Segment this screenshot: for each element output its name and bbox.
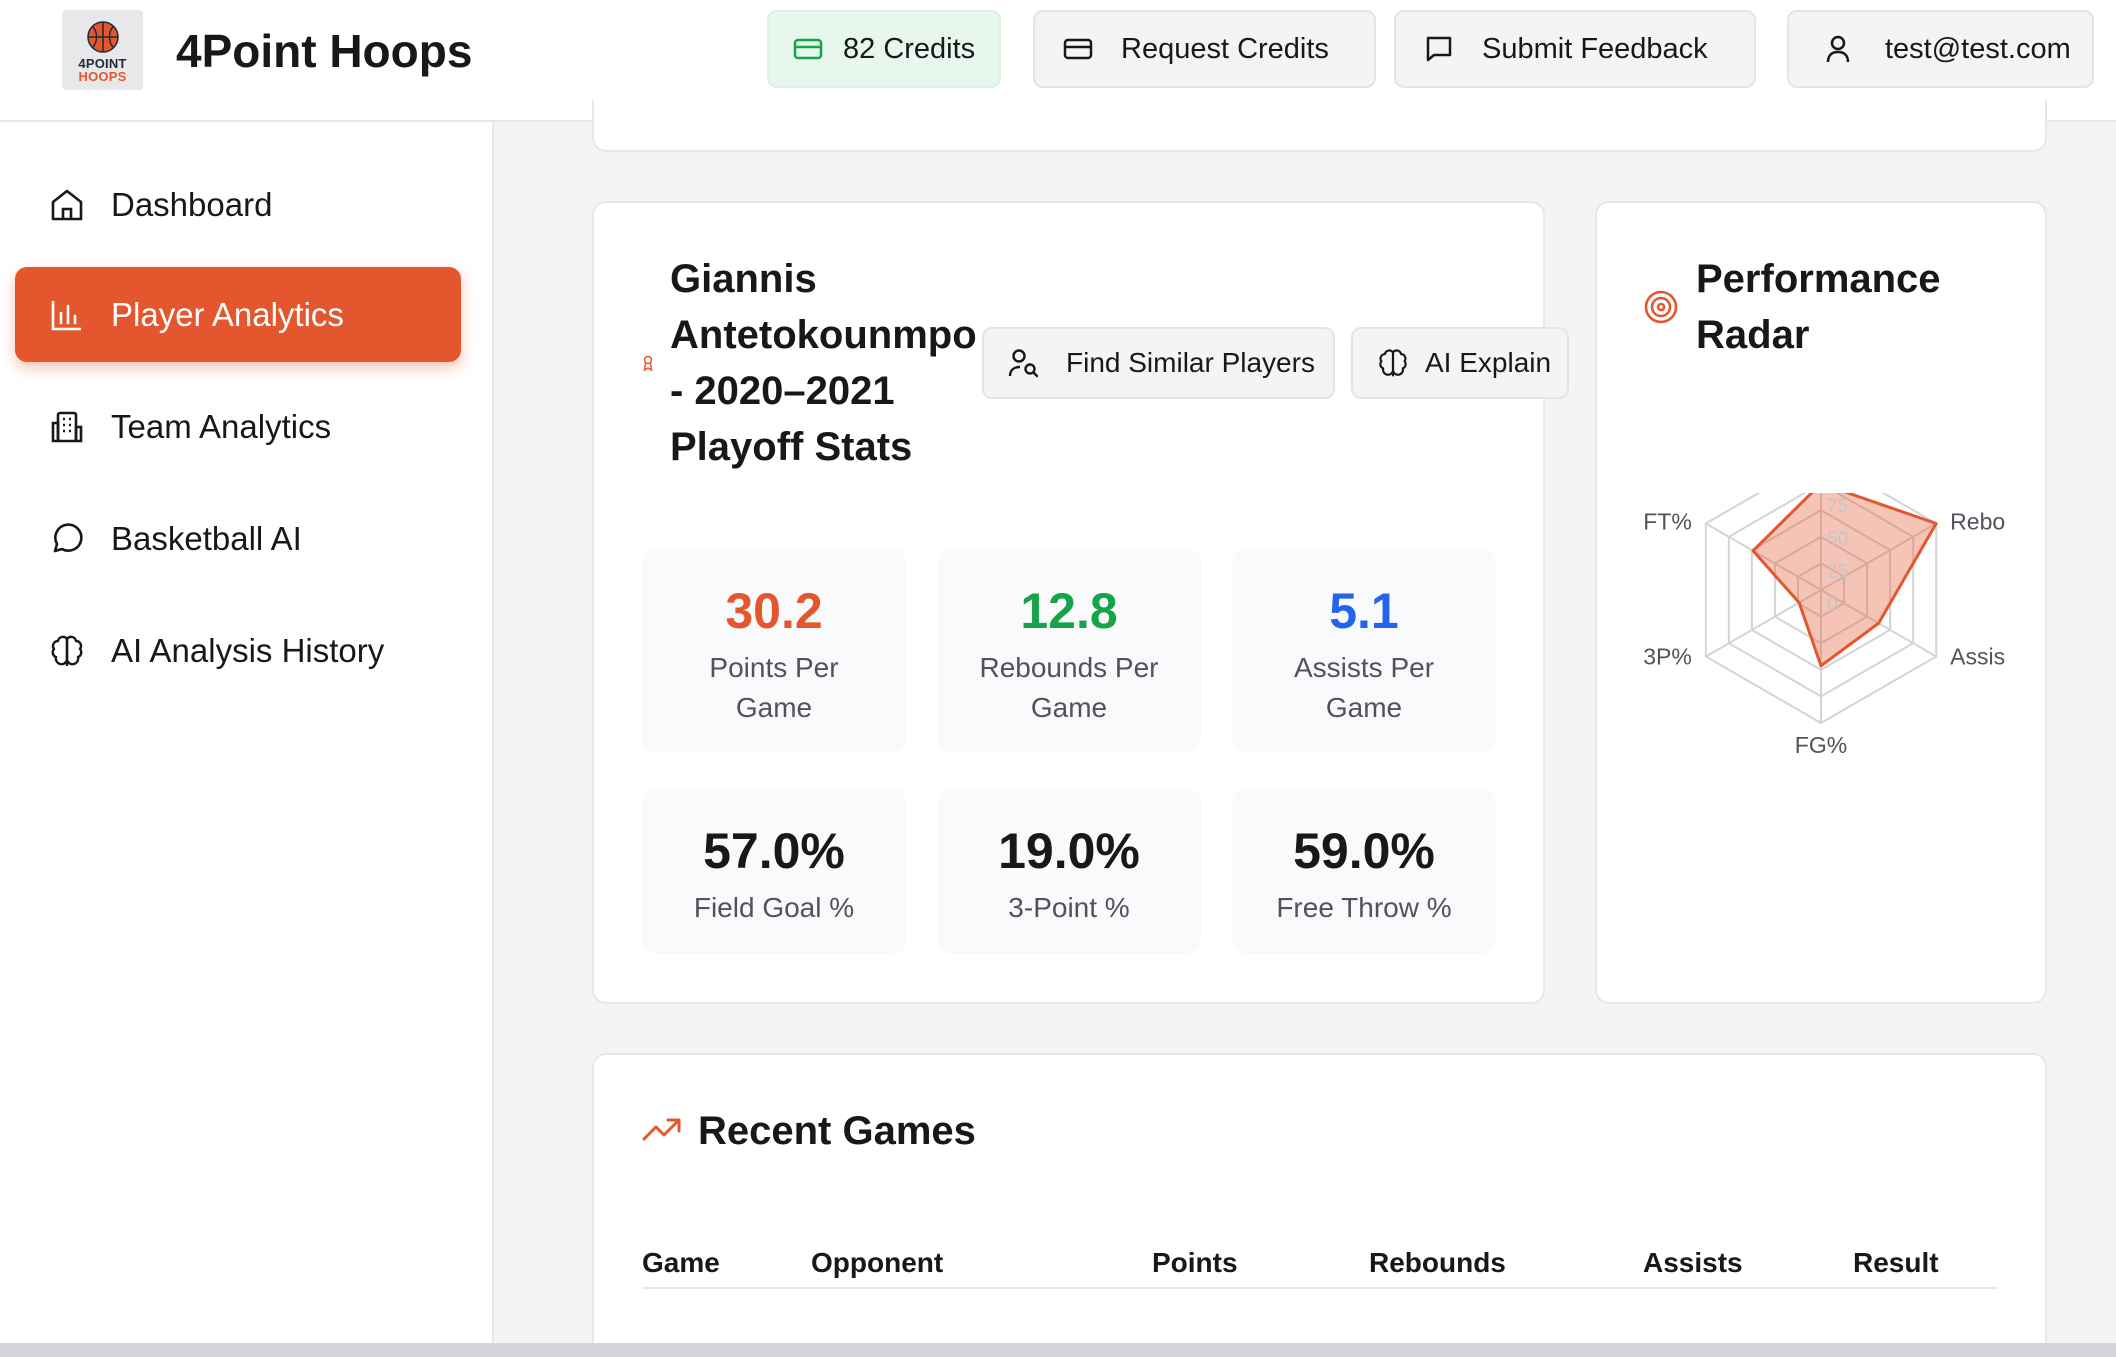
radar-spoke — [1705, 589, 1822, 658]
column-header-result[interactable]: Result — [1853, 1247, 1939, 1278]
user-menu-button[interactable]: test@test.com — [1787, 10, 2094, 88]
sidebar-item-basketball-ai[interactable]: Basketball AI — [15, 491, 461, 586]
request-credits-label: Request Credits — [1121, 32, 1329, 65]
find-similar-players-label: Find Similar Players — [1066, 347, 1315, 378]
credits-label: 82 Credits — [843, 32, 976, 65]
bar-chart-icon — [49, 297, 85, 333]
radar-axis-label: Rebo — [1950, 509, 2005, 535]
home-icon — [49, 187, 85, 223]
stat-points-per-game: 30.2 Points Per Game — [642, 548, 906, 753]
credits-badge[interactable]: 82 Credits — [767, 10, 1001, 88]
column-header-opponent[interactable]: Opponent — [811, 1247, 944, 1278]
radar-axis-label: FT% — [1643, 509, 1692, 535]
stat-label: 3-Point % — [1008, 892, 1130, 923]
logo-line-2: HOOPS — [78, 69, 127, 84]
radar-data-series — [1751, 493, 1938, 668]
stat-value: 19.0% — [998, 823, 1140, 879]
stat-label: Rebounds Per Game — [979, 652, 1159, 723]
radar-axis-label: FG% — [1795, 732, 1847, 758]
performance-radar-card: Performance Radar 0255075100ScoringReboA… — [1595, 201, 2047, 1004]
stat-value: 12.8 — [1020, 583, 1118, 639]
radar-tick-label: 25 — [1827, 561, 1848, 582]
player-stats-card: Giannis Antetokounmpo - 2020–2021 Playof… — [592, 201, 1569, 1004]
find-similar-players-button[interactable]: Find Similar Players — [982, 327, 1335, 399]
app-logo[interactable]: 4POINT HOOPS — [62, 10, 143, 90]
stat-label: Free Throw % — [1276, 892, 1452, 923]
sidebar-item-player-analytics[interactable]: Player Analytics — [15, 267, 461, 362]
top-header: 4POINT HOOPS 4Point Hoops 82 Credits Req… — [0, 0, 2116, 122]
stat-label: Field Goal % — [693, 892, 855, 923]
column-header-rebounds[interactable]: Rebounds — [1369, 1247, 1506, 1278]
stat-value: 59.0% — [1293, 823, 1435, 879]
user-icon — [1825, 34, 1851, 64]
sidebar-item-label: Team Analytics — [111, 407, 332, 445]
user-search-icon — [1008, 348, 1040, 378]
radar-tick-label: 50 — [1827, 529, 1848, 550]
ai-explain-label: AI Explain — [1425, 347, 1552, 378]
player-stats-title: Giannis Antetokounmpo - 2020–2021 Playof… — [670, 257, 977, 469]
sidebar-item-team-analytics[interactable]: Team Analytics — [15, 379, 461, 474]
basketball-icon — [86, 21, 119, 53]
radar-axis-label: 3P% — [1643, 644, 1692, 670]
chat-bubble-icon — [49, 521, 85, 557]
stat-free-throw-pct: 59.0% Free Throw % — [1232, 788, 1496, 954]
sidebar-item-label: Player Analytics — [111, 295, 344, 333]
recent-games-title: Recent Games — [698, 1109, 976, 1153]
ai-explain-button[interactable]: AI Explain — [1351, 327, 1569, 399]
credit-card-icon — [1063, 37, 1093, 61]
radar-tick-label: 0 — [1827, 594, 1838, 615]
stat-value: 5.1 — [1329, 583, 1399, 639]
user-email: test@test.com — [1885, 32, 2071, 65]
sidebar-item-ai-analysis-history[interactable]: AI Analysis History — [15, 603, 461, 698]
radar-axis-label: Assis — [1950, 644, 2005, 670]
sidebar-item-label: AI Analysis History — [111, 631, 385, 669]
logo-line-1: 4POINT — [78, 56, 127, 71]
sidebar: Dashboard Player Analytics Team Analytic… — [0, 122, 494, 1344]
brain-icon — [49, 633, 85, 669]
radar-tick-label: 75 — [1827, 496, 1848, 517]
sidebar-item-label: Dashboard — [111, 185, 273, 223]
radar-title: Performance Radar — [1696, 257, 1941, 357]
app-title: 4Point Hoops — [176, 25, 473, 77]
sidebar-item-label: Basketball AI — [111, 519, 302, 557]
award-icon — [642, 355, 654, 371]
bottom-scrollbar[interactable] — [0, 1343, 2116, 1357]
games-table-header: Game Opponent Points Rebounds Assists Re… — [642, 1241, 1998, 1289]
request-credits-button[interactable]: Request Credits — [1033, 10, 1376, 88]
previous-card — [592, 100, 2047, 152]
building-icon — [49, 409, 85, 445]
submit-feedback-button[interactable]: Submit Feedback — [1394, 10, 1756, 88]
stat-value: 30.2 — [725, 583, 823, 639]
stat-three-point-pct: 19.0% 3-Point % — [937, 788, 1201, 954]
target-icon — [1643, 289, 1679, 325]
stat-rebounds-per-game: 12.8 Rebounds Per Game — [937, 548, 1201, 753]
sidebar-item-dashboard[interactable]: Dashboard — [15, 157, 461, 252]
radar-spoke — [1705, 522, 1822, 591]
performance-radar-chart: 0255075100ScoringReboAssisFG%3P%FT% — [1643, 493, 2005, 758]
logo-wordmark: 4POINT HOOPS — [78, 57, 126, 83]
credit-card-icon — [793, 37, 823, 61]
message-square-icon — [1424, 34, 1454, 64]
recent-games-card: Recent Games Game Opponent Points Reboun… — [592, 1053, 2047, 1357]
stat-label: Points Per Game — [709, 652, 839, 723]
column-header-game[interactable]: Game — [642, 1247, 720, 1278]
radar-spoke — [1820, 522, 1937, 591]
stat-assists-per-game: 5.1 Assists Per Game — [1232, 548, 1496, 753]
stat-field-goal-pct: 57.0% Field Goal % — [642, 788, 906, 954]
trending-up-icon — [642, 1115, 682, 1143]
column-header-assists[interactable]: Assists — [1643, 1247, 1743, 1278]
stat-value: 57.0% — [703, 823, 845, 879]
stat-label: Assists Per Game — [1293, 652, 1435, 723]
brain-icon — [1377, 347, 1409, 379]
submit-feedback-label: Submit Feedback — [1482, 32, 1708, 65]
column-header-points[interactable]: Points — [1152, 1247, 1238, 1278]
